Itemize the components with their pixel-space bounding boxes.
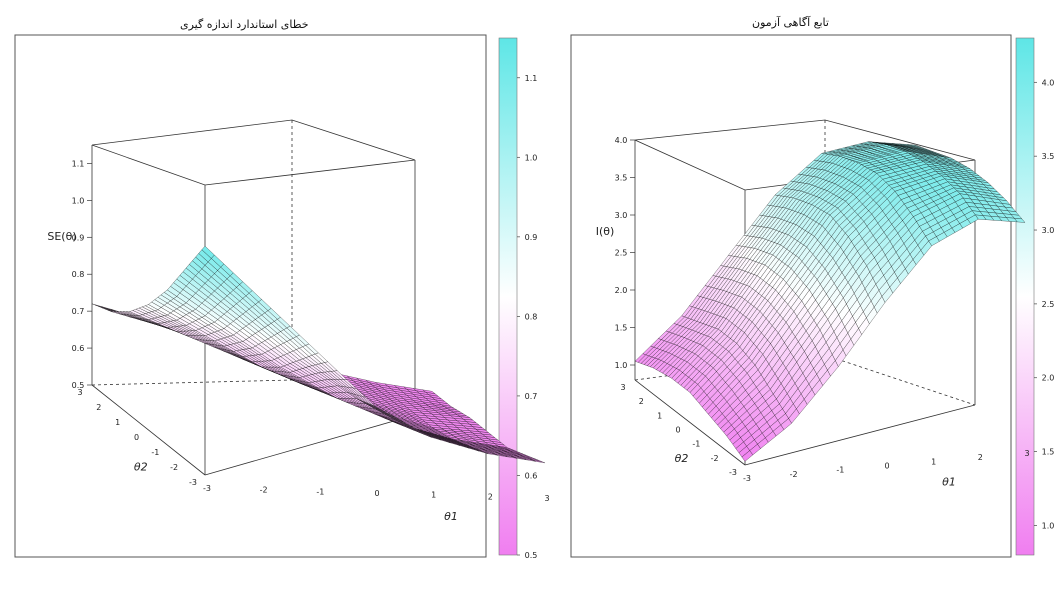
right-y-tick: 1 <box>657 411 662 420</box>
right-y-tick: -1 <box>692 440 700 449</box>
right-z-tick: 3.0 <box>615 211 628 220</box>
right-y-tick: 0 <box>675 426 680 435</box>
left-y-tick: -3 <box>189 478 197 487</box>
left-panel-frame <box>14 34 487 558</box>
right-colorbar-tick: 4.0 <box>1042 78 1055 87</box>
right-chart-title: تابع آگاهی آزمون <box>752 16 829 29</box>
right-z-tick: 2.5 <box>615 249 628 258</box>
left-x-tick: 3 <box>544 494 549 503</box>
right-z-tick: 1.5 <box>615 324 628 333</box>
right-colorbar <box>1015 37 1035 556</box>
left-z-tick: 0.7 <box>72 307 85 316</box>
right-colorbar-tick: 2.5 <box>1042 300 1055 309</box>
right-colorbar-tick: 1.0 <box>1042 521 1055 530</box>
left-y-tick: 3 <box>77 388 82 397</box>
right-x-tick: 2 <box>978 453 983 462</box>
right-colorbar-tick: 3.5 <box>1042 152 1055 161</box>
left-x-tick: 1 <box>431 491 436 500</box>
left-colorbar-tick: 1.0 <box>525 153 538 162</box>
right-y-tick: 3 <box>620 383 625 392</box>
left-y-axis-label: θ2 <box>134 461 148 474</box>
left-z-tick: 0.8 <box>72 270 85 279</box>
right-z-tick: 2.0 <box>615 286 628 295</box>
left-y-tick: -2 <box>170 463 178 472</box>
right-x-tick: -2 <box>790 470 798 479</box>
left-colorbar-tick: 1.1 <box>525 74 538 83</box>
surface-cell <box>741 450 754 462</box>
right-colorbar-tick: 3.0 <box>1042 226 1055 235</box>
left-z-tick: 1.1 <box>72 159 85 168</box>
left-y-tick: 1 <box>115 418 120 427</box>
left-y-tick: 2 <box>96 403 101 412</box>
right-y-tick: -2 <box>711 454 719 463</box>
right-panel-frame <box>570 34 1012 558</box>
left-y-tick: 0 <box>134 433 139 442</box>
right-surface-mesh <box>634 141 1026 462</box>
left-z-tick: 0.5 <box>72 381 85 390</box>
right-z-tick: 4.0 <box>615 136 628 145</box>
left-chart-title: خطای استاندارد اندازه گیری <box>180 18 309 31</box>
right-x-tick: -3 <box>743 474 751 483</box>
right-y-tick: -3 <box>729 468 737 477</box>
right-x-tick: 1 <box>931 457 936 466</box>
left-colorbar-tick: 0.7 <box>525 392 538 401</box>
left-colorbar-tick: 0.6 <box>525 471 538 480</box>
left-x-tick: -3 <box>203 484 211 493</box>
left-x-tick: 2 <box>488 492 493 501</box>
left-colorbar <box>498 37 518 556</box>
left-x-tick: -2 <box>260 486 268 495</box>
right-z-tick: 1.0 <box>615 361 628 370</box>
left-z-tick: 1.0 <box>72 196 85 205</box>
right-x-tick: 3 <box>1024 449 1029 458</box>
right-x-tick: 0 <box>884 462 889 471</box>
left-colorbar-tick: 0.9 <box>525 233 538 242</box>
right-y-axis-label: θ2 <box>675 452 689 465</box>
surface-cell <box>201 245 215 259</box>
right-z-tick: 3.5 <box>615 174 628 183</box>
left-colorbar-tick: 0.5 <box>525 551 538 560</box>
right-colorbar-tick: 2.0 <box>1042 374 1055 383</box>
right-colorbar-tick: 1.5 <box>1042 448 1055 457</box>
left-x-axis-label: θ1 <box>444 510 458 523</box>
left-z-axis-label: SE(θ) <box>47 230 76 243</box>
left-x-tick: -1 <box>316 487 324 496</box>
left-plot-box <box>91 119 416 476</box>
right-x-tick: -1 <box>836 466 844 475</box>
left-colorbar-tick: 0.8 <box>525 312 538 321</box>
left-z-tick: 0.9 <box>72 233 85 242</box>
right-y-tick: 2 <box>639 397 644 406</box>
left-z-tick: 0.6 <box>72 344 85 353</box>
right-x-axis-label: θ1 <box>942 476 956 489</box>
left-y-tick: -1 <box>151 448 159 457</box>
left-surface-mesh <box>91 245 546 464</box>
right-z-axis-label: I(θ) <box>596 225 615 238</box>
left-x-tick: 0 <box>374 489 379 498</box>
